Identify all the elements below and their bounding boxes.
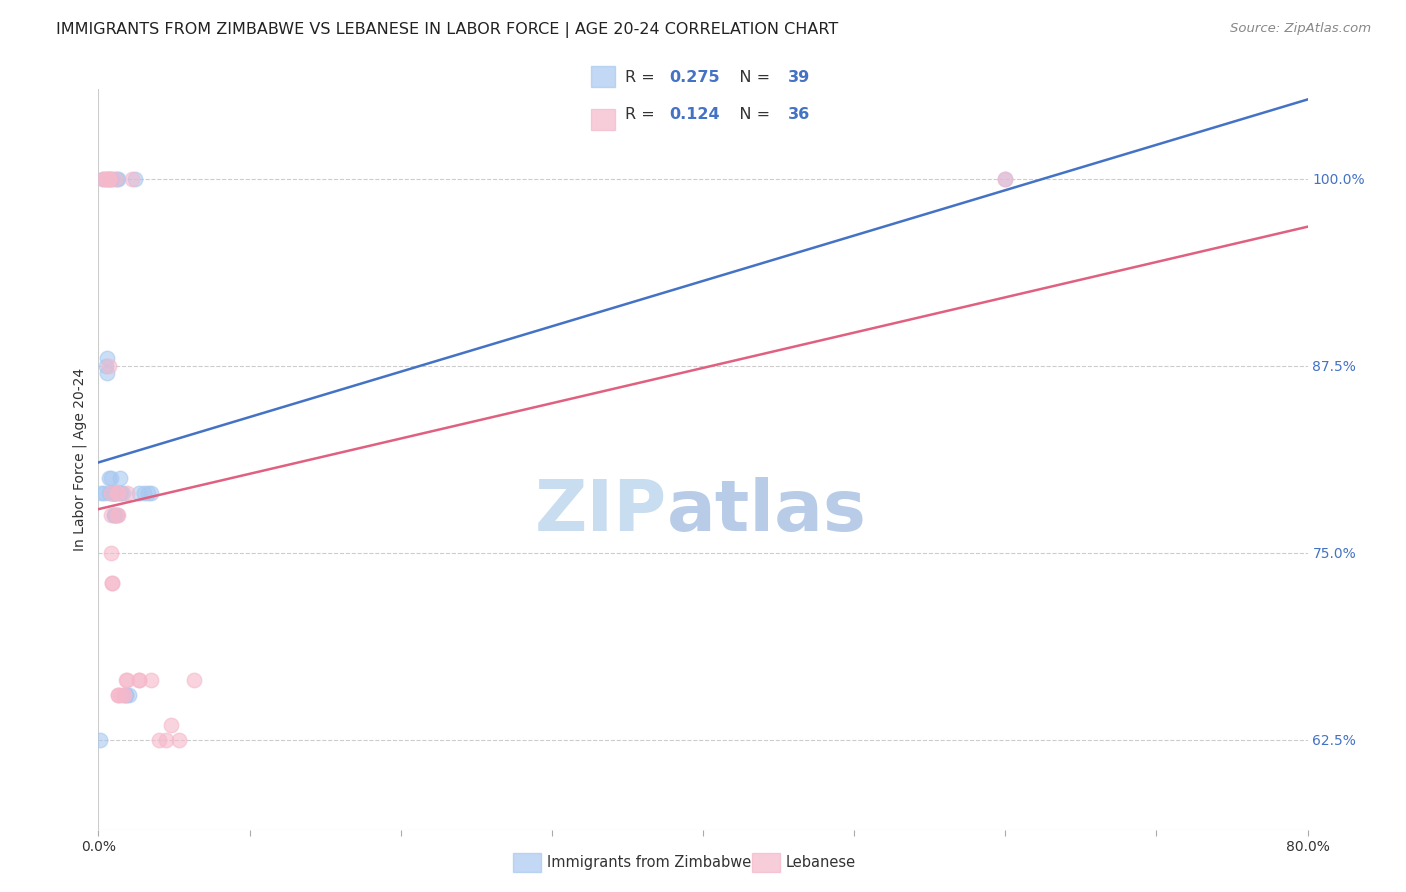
Point <box>103 486 125 500</box>
Point <box>98 172 121 186</box>
Point <box>105 172 128 186</box>
Point <box>101 575 124 590</box>
Point <box>90 486 112 500</box>
Point <box>155 732 177 747</box>
Text: 36: 36 <box>787 107 810 122</box>
Point <box>94 172 117 186</box>
Text: R =: R = <box>626 70 661 85</box>
Point <box>128 486 150 500</box>
Point <box>104 172 127 186</box>
Point <box>100 508 122 523</box>
Point <box>110 486 132 500</box>
Point <box>107 508 129 523</box>
Point <box>112 688 135 702</box>
Point <box>96 172 118 186</box>
Point <box>101 486 124 500</box>
Point <box>105 508 128 523</box>
Text: IMMIGRANTS FROM ZIMBABWE VS LEBANESE IN LABOR FORCE | AGE 20-24 CORRELATION CHAR: IMMIGRANTS FROM ZIMBABWE VS LEBANESE IN … <box>56 22 838 38</box>
Y-axis label: In Labor Force | Age 20-24: In Labor Force | Age 20-24 <box>72 368 87 551</box>
Text: N =: N = <box>724 70 775 85</box>
Point <box>124 172 146 186</box>
Point <box>103 486 125 500</box>
Point <box>104 486 127 500</box>
Point <box>160 718 183 732</box>
Point <box>105 508 128 523</box>
Text: R =: R = <box>626 107 661 122</box>
Point <box>111 486 134 500</box>
Bar <box>591 109 616 130</box>
Point <box>141 673 163 687</box>
Point <box>98 172 121 186</box>
Point <box>96 351 118 366</box>
Point <box>103 508 125 523</box>
Text: Immigrants from Zimbabwe: Immigrants from Zimbabwe <box>547 855 751 870</box>
Text: Source: ZipAtlas.com: Source: ZipAtlas.com <box>1230 22 1371 36</box>
Point <box>136 486 159 500</box>
Text: atlas: atlas <box>666 476 866 546</box>
Point <box>89 732 111 747</box>
Point <box>96 367 118 381</box>
Point <box>132 486 155 500</box>
Point <box>114 673 136 687</box>
Point <box>98 172 121 186</box>
Point <box>98 359 121 373</box>
Point <box>107 688 129 702</box>
Point <box>101 575 124 590</box>
Text: N =: N = <box>724 107 775 122</box>
Point <box>148 732 170 747</box>
Point <box>98 471 121 485</box>
Point <box>183 673 205 687</box>
Point <box>107 172 129 186</box>
Point <box>118 688 141 702</box>
Point <box>103 486 125 500</box>
Text: ZIP: ZIP <box>534 476 666 546</box>
Point <box>115 673 138 687</box>
Point <box>101 172 124 186</box>
Point <box>167 732 190 747</box>
Point <box>100 546 122 560</box>
Point <box>91 172 114 186</box>
Point <box>107 688 129 702</box>
Point <box>141 486 163 500</box>
Point <box>114 688 136 702</box>
Point <box>94 359 117 373</box>
Bar <box>591 66 616 87</box>
Point <box>98 486 121 500</box>
Point <box>108 688 131 702</box>
Point <box>108 486 131 500</box>
Point <box>100 486 122 500</box>
Text: Lebanese: Lebanese <box>786 855 856 870</box>
Point <box>994 172 1017 186</box>
Point <box>103 486 125 500</box>
Text: 0.275: 0.275 <box>669 70 720 85</box>
Point <box>128 673 150 687</box>
Point <box>100 471 122 485</box>
Point <box>128 673 150 687</box>
Point <box>114 688 136 702</box>
Text: 0.124: 0.124 <box>669 107 720 122</box>
Point <box>105 486 128 500</box>
Text: 39: 39 <box>787 70 810 85</box>
Point <box>103 508 125 523</box>
Point <box>100 172 122 186</box>
Point <box>91 172 114 186</box>
Point <box>112 688 135 702</box>
Point <box>107 486 129 500</box>
Point <box>101 486 124 500</box>
Point <box>93 486 115 500</box>
Point <box>115 486 138 500</box>
Point <box>94 172 117 186</box>
Point <box>121 172 143 186</box>
Point <box>105 486 128 500</box>
Point <box>104 508 127 523</box>
Point <box>994 172 1017 186</box>
Point <box>108 471 131 485</box>
